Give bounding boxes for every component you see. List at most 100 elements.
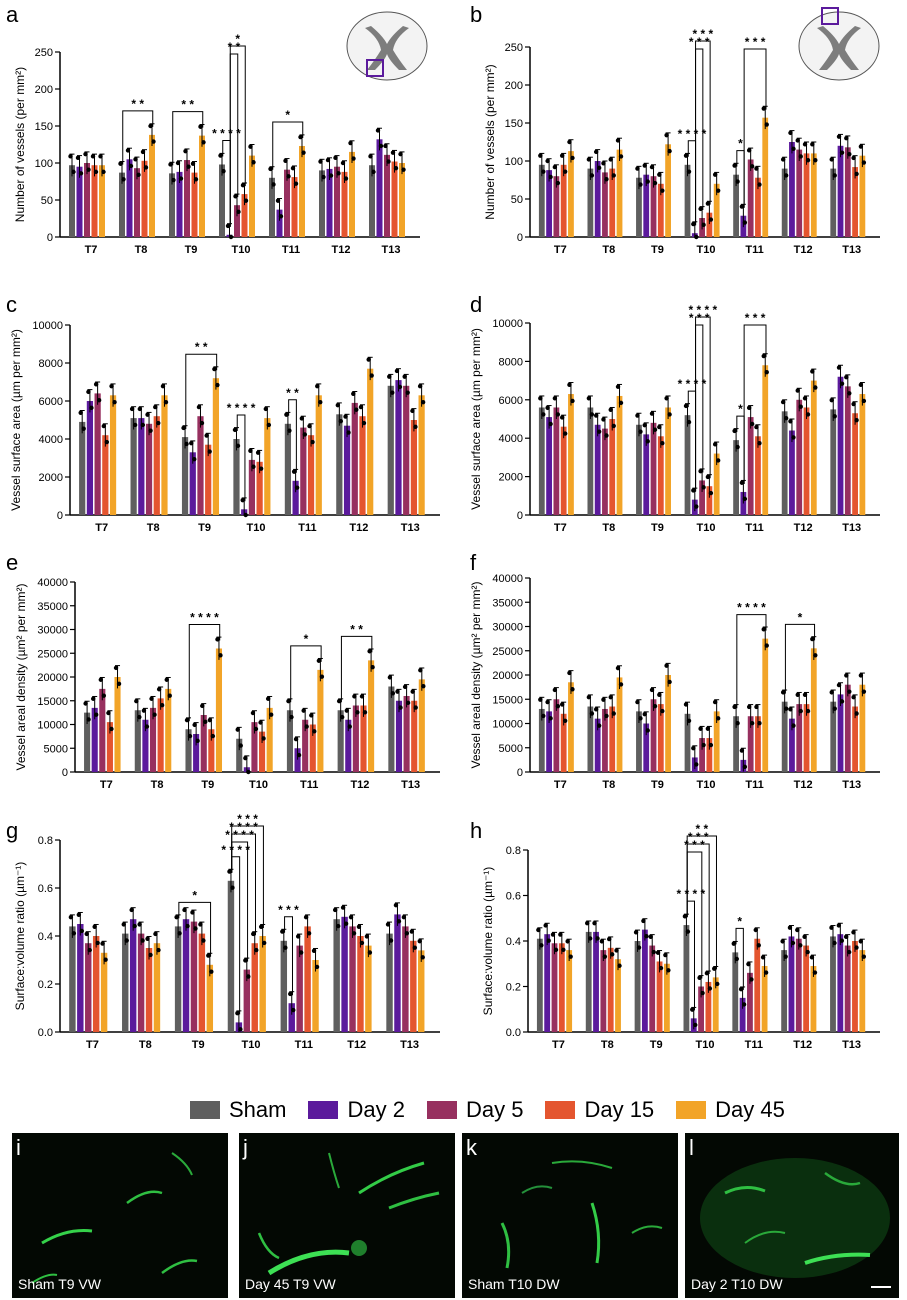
- bar: [411, 700, 418, 772]
- data-point: [545, 405, 550, 411]
- significance-bracket: [736, 614, 767, 709]
- data-point: [83, 701, 88, 706]
- significance-label: * * * *: [229, 820, 258, 834]
- data-point: [562, 431, 568, 436]
- bar: [69, 926, 76, 1032]
- y-axis-label: Surface:volume ratio (µm⁻¹): [481, 867, 495, 1016]
- data-point: [715, 716, 721, 721]
- x-tick-label: T8: [601, 1039, 614, 1051]
- data-point: [232, 427, 238, 433]
- bar: [830, 168, 837, 237]
- bar: [558, 943, 565, 1032]
- micrograph-caption: Sham T9 VW: [18, 1276, 101, 1292]
- bar: [560, 426, 567, 515]
- data-point: [83, 151, 88, 157]
- bar: [141, 160, 148, 237]
- data-point: [764, 369, 769, 375]
- x-tick-label: T9: [651, 522, 664, 534]
- data-point: [100, 941, 105, 946]
- data-point: [813, 653, 818, 658]
- x-tick-label: T7: [554, 779, 567, 791]
- data-point: [780, 939, 785, 944]
- data-point: [255, 450, 261, 455]
- significance-bracket: [288, 399, 297, 473]
- data-point: [735, 179, 740, 184]
- data-point: [168, 162, 173, 167]
- bar: [657, 704, 664, 772]
- data-point: [318, 159, 323, 164]
- data-point: [312, 729, 317, 734]
- significance-bracket: [229, 45, 246, 227]
- data-point: [140, 938, 145, 943]
- micrograph-letter: j: [243, 1135, 248, 1160]
- bar: [269, 177, 275, 237]
- bar: [395, 700, 403, 772]
- data-point: [263, 406, 269, 412]
- bar: [345, 719, 352, 772]
- bar: [788, 936, 795, 1032]
- data-point: [156, 947, 161, 953]
- data-point: [286, 698, 291, 704]
- data-point: [746, 405, 752, 411]
- data-point: [708, 742, 714, 748]
- data-point: [336, 171, 341, 176]
- data-point: [387, 374, 392, 379]
- bar: [99, 165, 105, 237]
- data-point: [795, 927, 800, 933]
- data-point: [235, 443, 241, 449]
- data-point: [246, 769, 251, 775]
- data-point: [763, 970, 769, 975]
- data-point: [368, 154, 373, 159]
- data-point: [836, 134, 842, 139]
- bar: [276, 209, 283, 237]
- data-point: [101, 693, 107, 698]
- data-point: [348, 140, 353, 146]
- data-point: [810, 142, 815, 147]
- data-point: [638, 716, 643, 721]
- data-point: [658, 965, 664, 971]
- significance-label: * * * *: [227, 401, 256, 415]
- data-point: [783, 706, 789, 711]
- x-tick-label: T13: [842, 522, 861, 534]
- data-point: [708, 490, 714, 496]
- data-point: [839, 150, 845, 155]
- data-point: [739, 748, 745, 753]
- data-point: [198, 124, 203, 129]
- figure-legend: Sham Day 2 Day 5 Day 15 Day 45: [190, 1094, 810, 1126]
- x-tick-label: T10: [696, 1039, 715, 1051]
- data-point: [351, 391, 356, 396]
- bar: [844, 945, 851, 1032]
- bar: [341, 171, 348, 237]
- vessel-stain-image: [31, 1152, 198, 1284]
- data-point: [248, 144, 253, 149]
- data-point: [861, 398, 867, 404]
- data-point: [601, 161, 606, 166]
- bar: [85, 943, 92, 1032]
- x-tick-label: T13: [401, 522, 420, 534]
- data-point: [705, 201, 711, 206]
- data-point: [195, 738, 200, 744]
- y-axis-label: Number of vessels (per mm²): [483, 64, 497, 219]
- y-tick-label: 30000: [492, 622, 523, 634]
- data-point: [284, 412, 289, 417]
- bar: [755, 716, 761, 772]
- data-point: [663, 952, 668, 958]
- data-point: [367, 950, 373, 955]
- bar: [544, 934, 551, 1032]
- data-point: [187, 733, 193, 739]
- y-tick-label: 10000: [37, 720, 68, 732]
- data-point: [86, 167, 91, 172]
- bar: [259, 731, 266, 772]
- x-tick-label: T12: [794, 522, 813, 534]
- y-tick-label: 15000: [492, 694, 523, 706]
- data-point: [393, 165, 399, 171]
- data-point: [805, 412, 811, 417]
- data-point: [749, 977, 754, 982]
- scale-bar: [871, 1286, 891, 1288]
- y-tick-label: 25000: [37, 648, 68, 660]
- significance-bracket: [695, 316, 711, 492]
- bar: [288, 1003, 295, 1032]
- bar: [384, 154, 390, 237]
- data-point: [318, 399, 323, 405]
- legend-label: Day 5: [465, 1097, 524, 1122]
